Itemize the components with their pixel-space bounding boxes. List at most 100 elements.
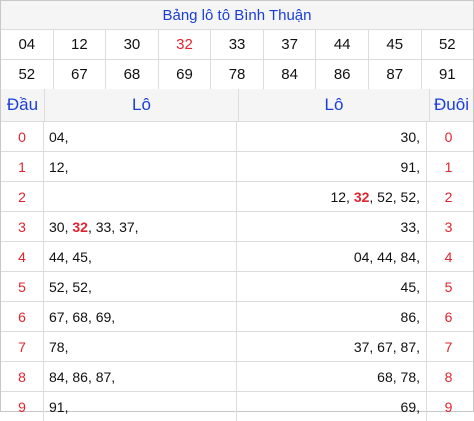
lo-separator: , [392, 368, 401, 385]
lo-separator: , [416, 308, 420, 325]
lo-right-cell: 37, 67, 87, [237, 332, 427, 361]
number-cell: 44 [316, 30, 369, 59]
lo-number: 45 [400, 278, 417, 295]
lo-number: 78 [49, 338, 65, 355]
lo-number: 91 [49, 398, 65, 415]
lo-separator: , [64, 158, 69, 175]
lo-separator: , [64, 338, 69, 355]
lo-left-cell: 04, [44, 122, 237, 151]
lo-number: 45 [72, 248, 88, 265]
lo-number: 37 [119, 218, 135, 235]
lo-separator: , [416, 398, 420, 415]
number-cell: 30 [106, 30, 159, 59]
dau-cell: 5 [1, 272, 44, 301]
lo-number: 52 [72, 278, 88, 295]
lo-separator: , [134, 218, 139, 235]
lo-number: 44 [377, 248, 393, 265]
header-lo-right: Lô [239, 89, 430, 121]
dau-cell: 9 [1, 392, 44, 421]
lo-separator: , [111, 308, 116, 325]
lo-number: 33 [400, 218, 417, 235]
lo-separator: , [111, 368, 116, 385]
number-cell: 45 [369, 30, 422, 59]
table-row: 0 04, 30, 0 [1, 122, 473, 152]
lo-right-cell: 91, [237, 152, 427, 181]
dau-cell: 3 [1, 212, 44, 241]
lo-separator: , [416, 158, 420, 175]
dau-cell: 6 [1, 302, 44, 331]
lo-separator: , [111, 218, 120, 235]
number-cell: 33 [211, 30, 264, 59]
table-row: 5 52, 52, 45, 5 [1, 272, 473, 302]
lo-right-cell: 04, 44, 84, [237, 242, 427, 271]
lo-separator: , [369, 188, 378, 205]
lo-separator: , [416, 338, 420, 355]
header-lo-left: Lô [45, 89, 239, 121]
duoi-cell: 7 [444, 338, 453, 355]
table-row: 9 91, 69, 9 [1, 392, 473, 421]
table-row: 4 44, 45, 04, 44, 84, 4 [1, 242, 473, 272]
lo-separator: , [416, 188, 420, 205]
lo-number: 68 [72, 308, 88, 325]
loto-table-body: 0 04, 30, 0 1 12, 91, 1 2 12, 32, 52, 52, 2 3 30, 32… [1, 122, 473, 421]
lo-right-cell: 12, 32, 52, 52, [237, 182, 427, 211]
number-cell: 12 [54, 30, 107, 59]
lo-number: 86 [400, 308, 417, 325]
lo-left-cell: 91, [44, 392, 237, 421]
dau-cell: 2 [1, 182, 44, 211]
lo-right-cell: 86, [237, 302, 427, 331]
number-cell: 86 [316, 60, 369, 89]
duoi-cell: 0 [444, 128, 453, 145]
number-cell: 37 [264, 30, 317, 59]
duoi-cell: 6 [444, 308, 453, 325]
lo-right-cell: 45, [237, 272, 427, 301]
number-cell: 67 [54, 60, 107, 89]
dau-cell: 7 [1, 332, 44, 361]
duoi-cell: 4 [444, 248, 453, 265]
lo-number: 52 [49, 278, 65, 295]
lo-number: 69 [400, 398, 417, 415]
lo-left-cell: 67, 68, 69, [44, 302, 237, 331]
duoi-cell: 2 [444, 188, 453, 205]
table-header: Đầu Lô Lô Đuôi [1, 89, 473, 122]
lo-right-cell: 30, [237, 122, 427, 151]
lo-separator: , [64, 128, 69, 145]
lo-separator: , [392, 338, 401, 355]
lo-number: 12 [49, 158, 65, 175]
header-duoi: Đuôi [434, 95, 469, 114]
lo-separator: , [416, 128, 420, 145]
lo-separator: , [416, 368, 420, 385]
table-row: 2 12, 32, 52, 52, 2 [1, 182, 473, 212]
duoi-cell: 3 [444, 218, 453, 235]
lo-separator: , [64, 218, 73, 235]
lo-number: 44 [49, 248, 65, 265]
table-row: 8 84, 86, 87, 68, 78, 8 [1, 362, 473, 392]
lo-separator: , [369, 248, 378, 265]
table-row: 7 78, 37, 67, 87, 7 [1, 332, 473, 362]
number-cell: 78 [211, 60, 264, 89]
lo-number: 32 [353, 188, 370, 205]
dau-cell: 0 [1, 122, 44, 151]
lo-number: 91 [400, 158, 417, 175]
lo-left-cell: 30, 32, 33, 37, [44, 212, 237, 241]
lo-separator: , [416, 218, 420, 235]
lo-left-cell: 78, [44, 332, 237, 361]
board-title: Bảng lô tô Bình Thuận [1, 1, 473, 30]
table-row: 6 67, 68, 69, 86, 6 [1, 302, 473, 332]
lo-number: 84 [400, 248, 417, 265]
lo-separator: , [87, 218, 96, 235]
number-cell: 87 [369, 60, 422, 89]
header-dau: Đầu [1, 89, 45, 121]
duoi-cell: 8 [444, 368, 453, 385]
number-cell: 68 [106, 60, 159, 89]
numbers-row-1: 04 12 30 32 33 37 44 45 52 [1, 30, 473, 60]
lo-number: 33 [95, 218, 112, 235]
lo-separator: , [87, 248, 92, 265]
duoi-cell: 5 [444, 278, 453, 295]
lo-separator: , [87, 308, 96, 325]
lo-left-cell [44, 182, 237, 211]
lo-number: 30 [400, 128, 417, 145]
lo-left-cell: 52, 52, [44, 272, 237, 301]
lo-number: 69 [95, 308, 112, 325]
